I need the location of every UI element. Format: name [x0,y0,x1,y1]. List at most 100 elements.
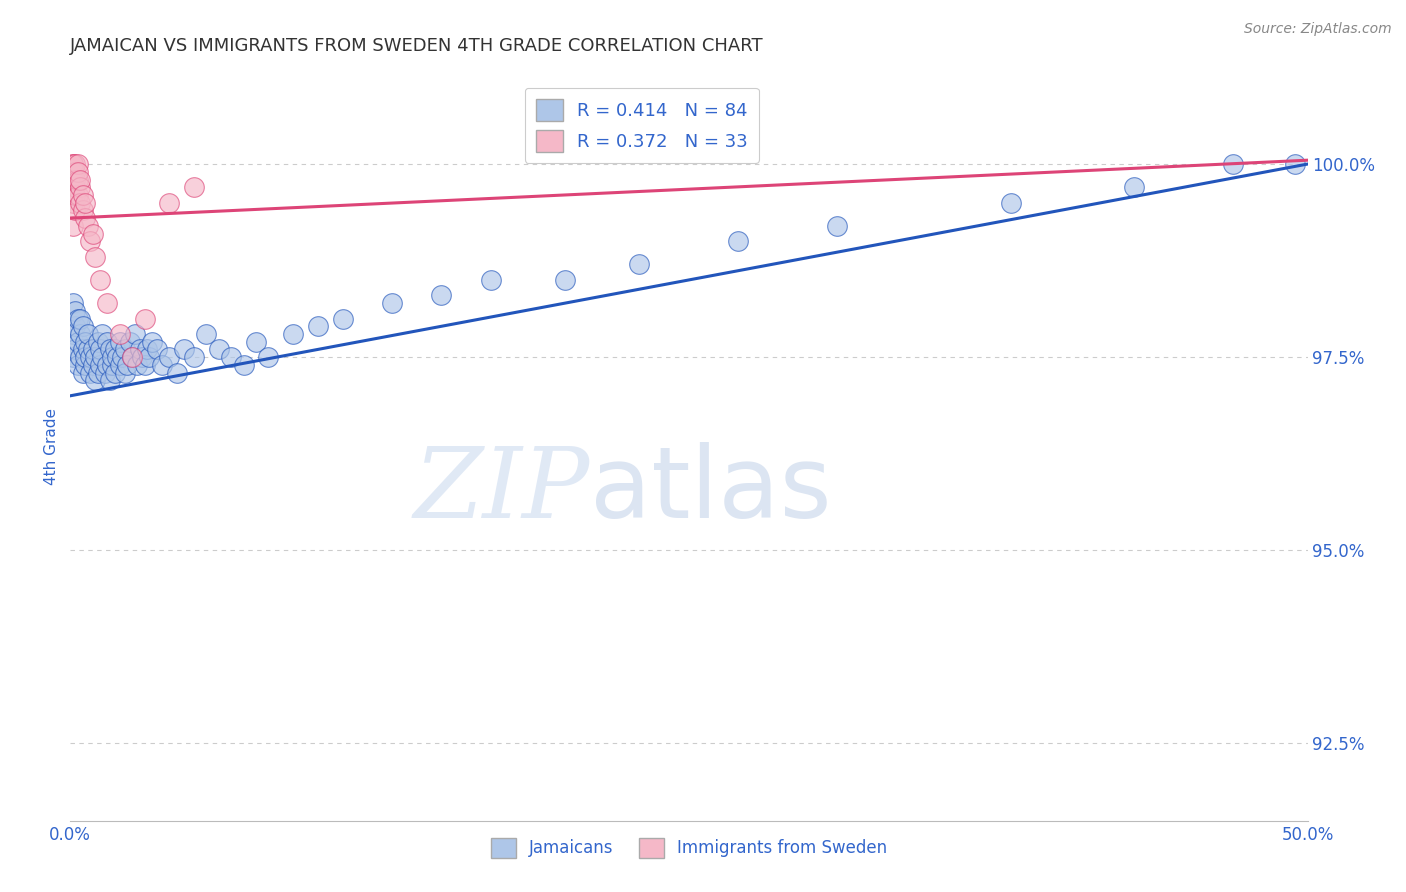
Point [257,350,280,364]
Point [127,358,149,372]
Point [108,334,131,349]
Point [114,343,136,357]
Point [79,366,101,380]
Point [281,326,304,341]
Point [166,366,188,380]
Text: ZIP: ZIP [413,443,591,539]
Point [76,343,98,357]
Point [84,250,107,264]
Point [98,343,121,357]
Point [232,358,254,372]
Point [66,157,89,171]
Point [69,180,91,194]
Legend: Jamaicans, Immigrants from Sweden: Jamaicans, Immigrants from Sweden [484,831,894,864]
Point [101,350,124,364]
Point [131,350,153,364]
Point [75,358,97,372]
Point [118,334,141,349]
Point [82,358,104,372]
Point [136,343,159,357]
Point [89,343,111,357]
Point [96,358,118,372]
Point [76,326,98,341]
Text: JAMAICAN VS IMMIGRANTS FROM SWEDEN 4TH GRADE CORRELATION CHART: JAMAICAN VS IMMIGRANTS FROM SWEDEN 4TH G… [70,37,763,54]
Point [105,350,128,364]
Point [62,195,84,210]
Point [245,334,267,349]
Point [72,188,94,202]
Point [72,203,94,218]
Point [727,235,749,249]
Point [94,366,117,380]
Point [66,358,89,372]
Point [1222,157,1244,171]
Point [75,334,97,349]
Point [141,334,163,349]
Point [69,311,91,326]
Point [1000,195,1022,210]
Point [121,350,143,364]
Point [101,358,124,372]
Point [75,211,97,226]
Point [62,157,84,171]
Point [89,273,111,287]
Point [69,350,91,364]
Point [134,311,156,326]
Point [183,180,205,194]
Point [66,172,89,186]
Point [628,257,651,271]
Point [65,343,87,357]
Point [104,366,127,380]
Point [62,350,84,364]
Point [96,334,118,349]
Point [146,343,169,357]
Point [91,350,114,364]
Point [827,219,849,233]
Point [65,180,87,194]
Point [69,195,91,210]
Point [108,358,131,372]
Point [86,334,108,349]
Point [121,350,143,364]
Point [62,326,84,341]
Point [65,172,87,186]
Point [66,188,89,202]
Point [111,350,134,364]
Point [65,188,87,202]
Point [76,219,98,233]
Point [66,311,89,326]
Point [1284,157,1306,171]
Point [82,227,104,241]
Point [82,343,104,357]
Point [62,219,84,233]
Point [62,157,84,171]
Point [62,296,84,310]
Point [79,350,101,364]
Point [114,366,136,380]
Text: Source: ZipAtlas.com: Source: ZipAtlas.com [1244,22,1392,37]
Point [75,195,97,210]
Point [108,326,131,341]
Point [128,343,150,357]
Point [65,203,87,218]
Text: atlas: atlas [591,442,831,540]
Point [157,195,180,210]
Point [430,288,453,302]
Y-axis label: 4th Grade: 4th Grade [44,408,59,484]
Point [91,326,114,341]
Point [65,319,87,334]
Point [307,319,329,334]
Point [138,350,160,364]
Point [381,296,404,310]
Point [66,334,89,349]
Point [72,343,94,357]
Point [134,358,156,372]
Point [208,343,231,357]
Point [65,165,87,179]
Point [65,157,87,171]
Point [72,366,94,380]
Point [195,326,218,341]
Point [219,350,242,364]
Point [479,273,502,287]
Point [79,235,101,249]
